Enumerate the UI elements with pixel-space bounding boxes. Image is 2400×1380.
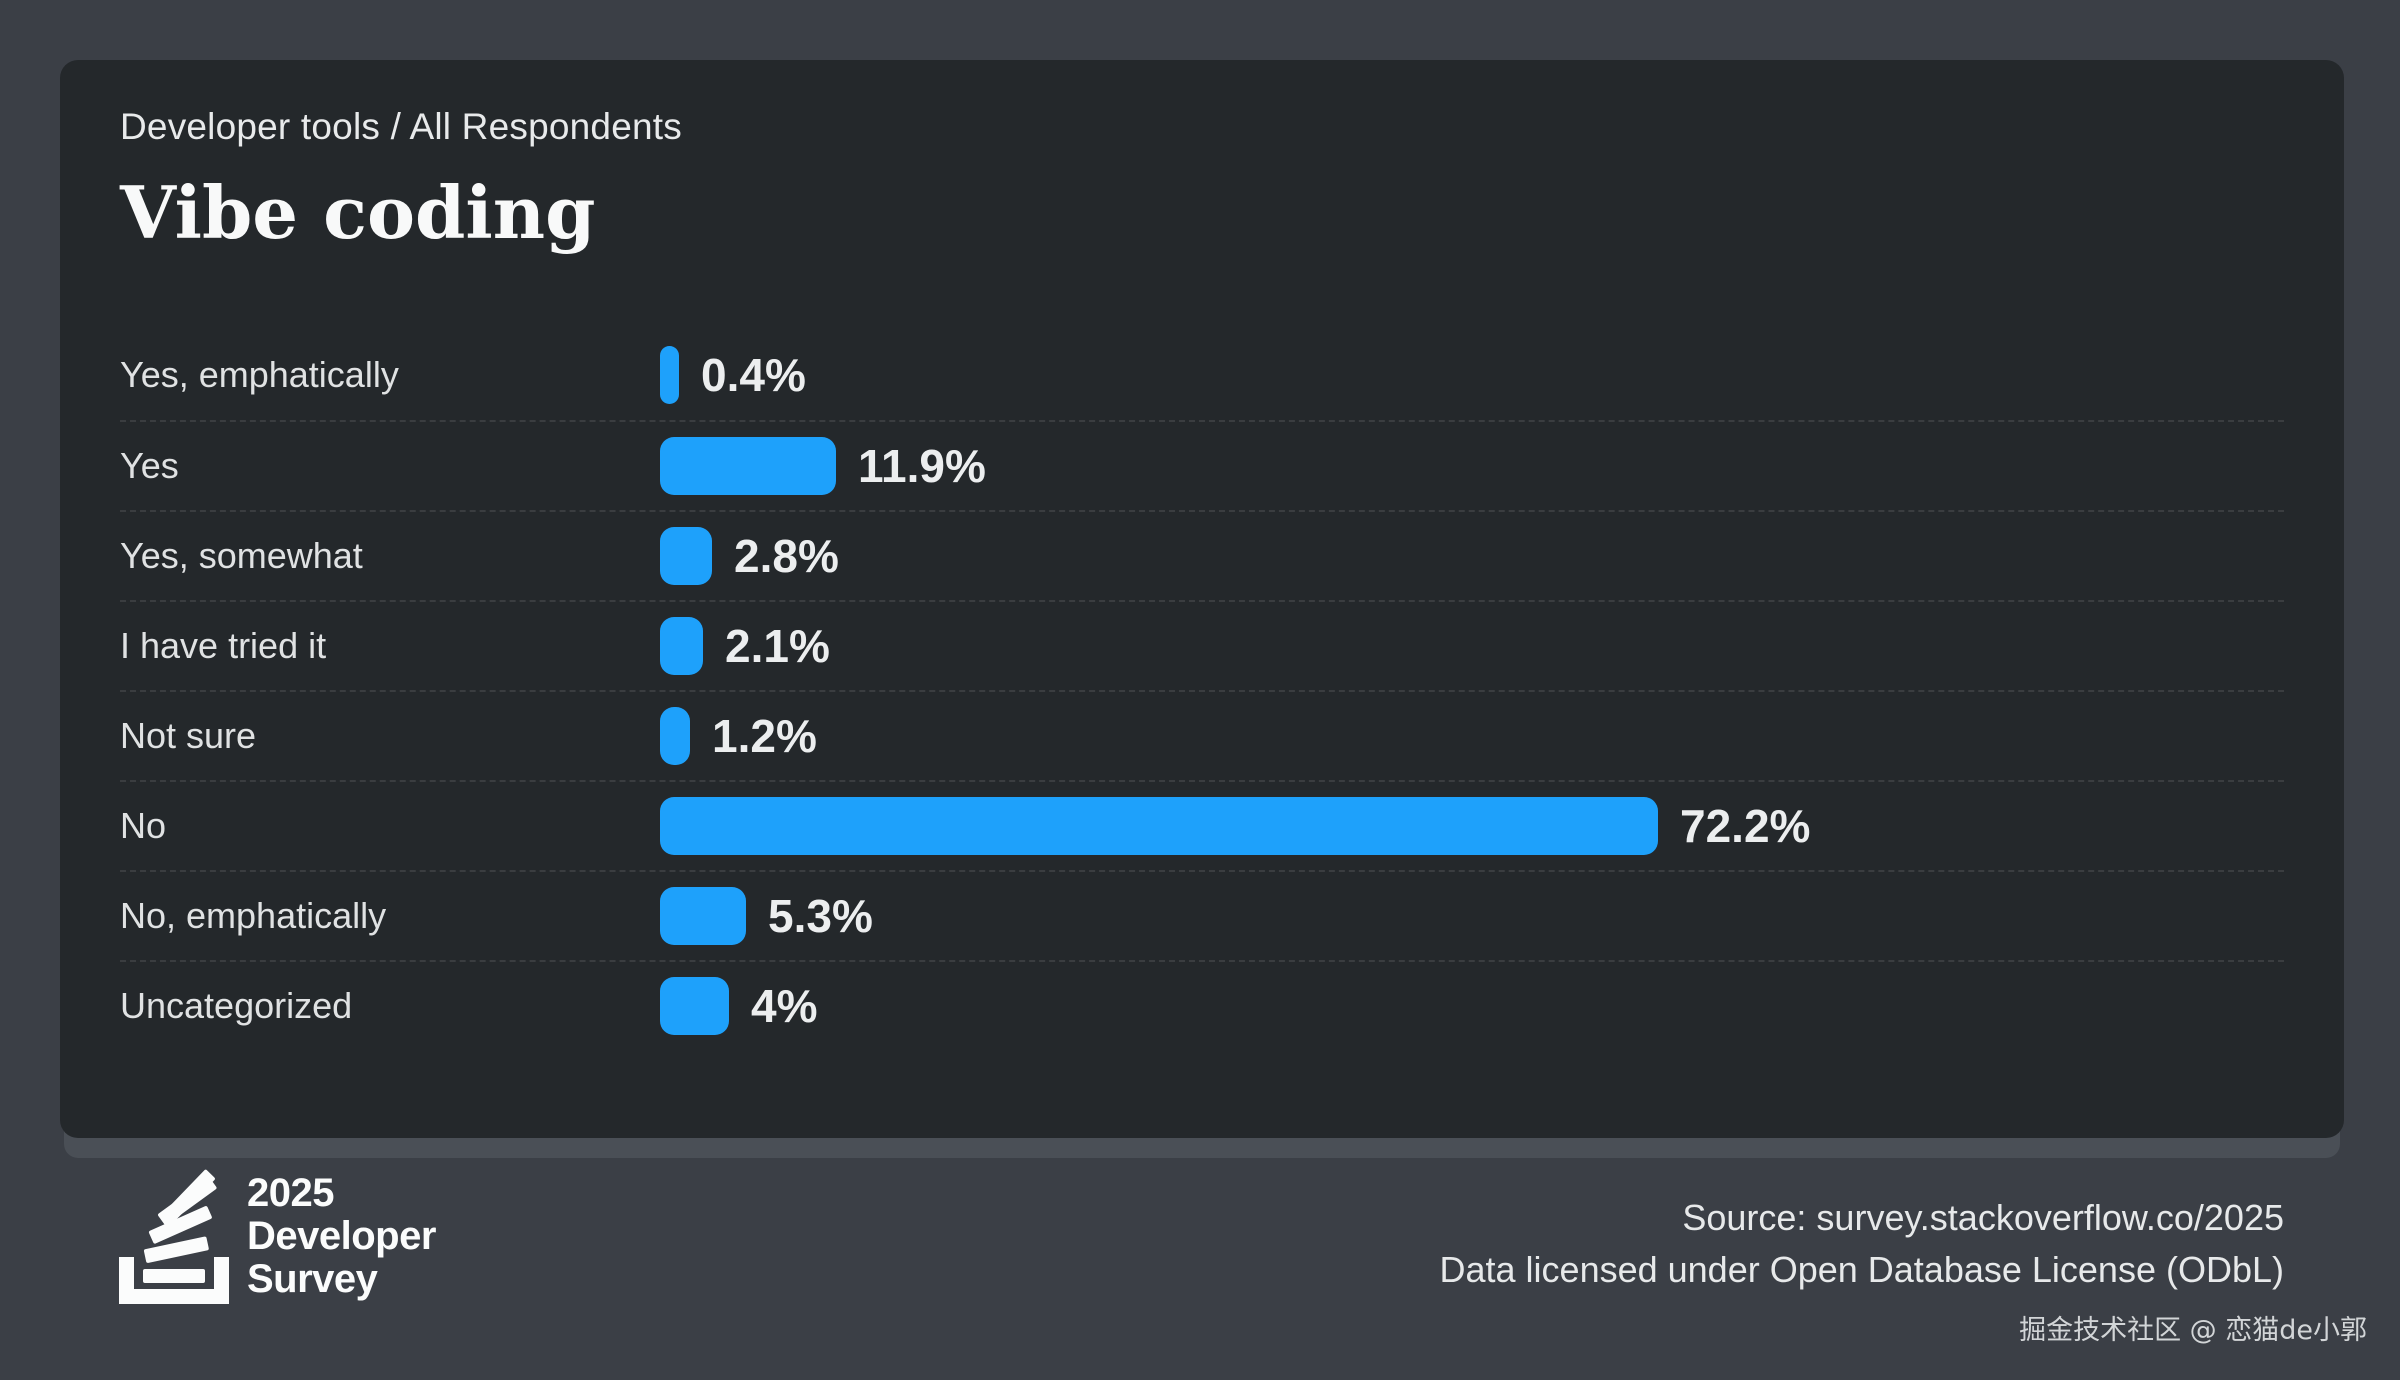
row-value: 2.1% <box>725 620 830 672</box>
row-value: 72.2% <box>1680 800 1811 852</box>
logo-line-year: 2025 <box>247 1171 334 1215</box>
row-bar <box>660 437 836 495</box>
chart-row: Yes 11.9% <box>120 420 2284 510</box>
license-note: Data licensed under Open Database Licens… <box>1439 1249 2285 1290</box>
row-bar <box>660 346 679 404</box>
row-bar <box>660 977 729 1035</box>
row-label: Yes, somewhat <box>120 535 363 576</box>
row-bar <box>660 797 1658 855</box>
logo-text: 2025 Developer Survey <box>247 1172 436 1301</box>
row-bar <box>660 707 690 765</box>
chart-row: No, emphatically 5.3% <box>120 870 2284 960</box>
chart-row: I have tried it 2.1% <box>120 600 2284 690</box>
row-bar <box>660 527 712 585</box>
row-label: Yes <box>120 445 179 486</box>
source-url: Source: survey.stackoverflow.co/2025 <box>1682 1197 2284 1238</box>
stackoverflow-icon <box>119 1169 235 1304</box>
logo-line-developer: Developer <box>247 1214 436 1258</box>
row-label: Yes, emphatically <box>120 354 399 395</box>
row-value: 5.3% <box>768 890 873 942</box>
chart-card: Developer tools / All Respondents Vibe c… <box>60 60 2344 1138</box>
row-value: 1.2% <box>712 710 817 762</box>
chart-rows: Yes, emphatically 0.4% Yes 11.9% Yes, so… <box>120 330 2284 1050</box>
row-bar <box>660 887 746 945</box>
row-label: I have tried it <box>120 625 327 666</box>
row-label: Not sure <box>120 715 257 756</box>
row-label: Uncategorized <box>120 985 353 1026</box>
logo-line-survey: Survey <box>247 1257 378 1301</box>
chart-row: Yes, emphatically 0.4% <box>120 330 2284 420</box>
chart-row: Uncategorized 4% <box>120 960 2284 1050</box>
row-bar <box>660 617 703 675</box>
breadcrumb: Developer tools / All Respondents <box>120 106 682 147</box>
row-value: 11.9% <box>858 440 986 492</box>
source-block: Source: survey.stackoverflow.co/2025 Dat… <box>1440 1192 2285 1296</box>
row-value: 4% <box>751 980 818 1032</box>
row-label: No <box>120 805 167 846</box>
chart-title: Vibe coding <box>120 170 596 255</box>
chart-row: Yes, somewhat 2.8% <box>120 510 2284 600</box>
chart-row: No 72.2% <box>120 780 2284 870</box>
chart-row: Not sure 1.2% <box>120 690 2284 780</box>
row-label: No, emphatically <box>120 895 387 936</box>
row-value: 0.4% <box>701 349 806 401</box>
watermark: 掘金技术社区 @ 恋猫de小郭 <box>2019 1315 2367 1346</box>
row-value: 2.8% <box>734 530 839 582</box>
